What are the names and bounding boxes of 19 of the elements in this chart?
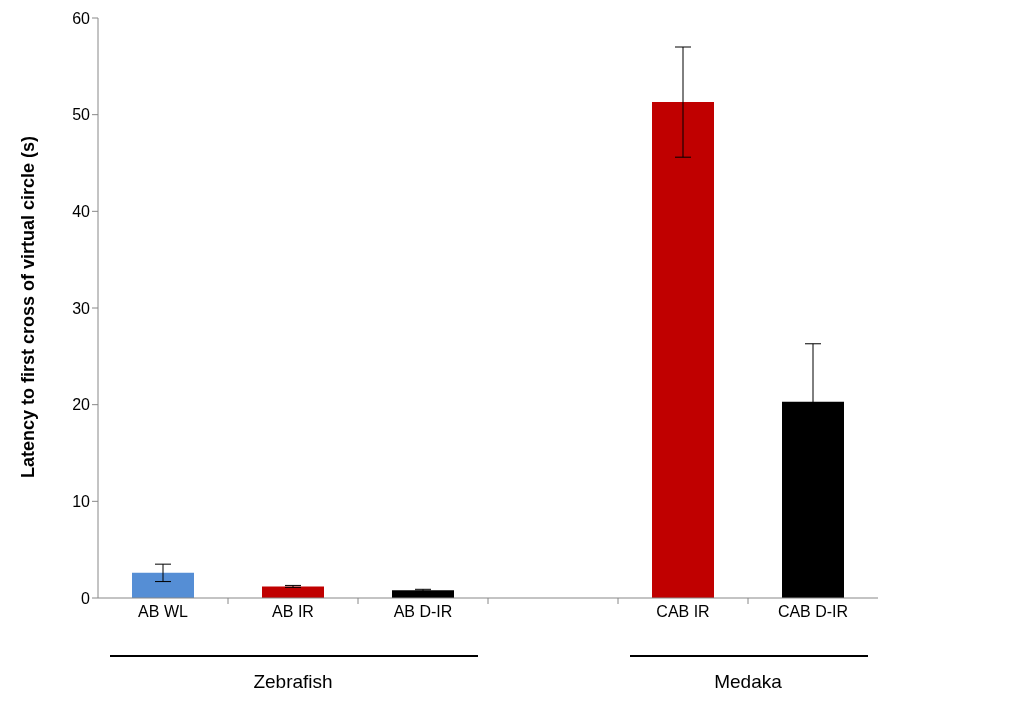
x-tick-label: CAB IR bbox=[656, 603, 710, 621]
bar bbox=[132, 572, 194, 598]
y-tick-label: 50 bbox=[72, 106, 91, 124]
y-tick-label: 10 bbox=[72, 493, 91, 511]
bar bbox=[652, 102, 714, 598]
x-tick-label: AB WL bbox=[138, 603, 188, 621]
bar bbox=[262, 586, 324, 598]
text: Zebrafish bbox=[253, 671, 333, 692]
y-tick-label: 40 bbox=[72, 203, 91, 221]
text: Medaka bbox=[714, 671, 783, 692]
y-tick-label: 0 bbox=[81, 589, 91, 607]
x-tick-label: AB D-IR bbox=[393, 603, 453, 621]
y-tick-label: 30 bbox=[72, 299, 91, 317]
x-tick-label: AB IR bbox=[272, 603, 314, 621]
x-tick-label: CAB D-IR bbox=[777, 603, 849, 621]
bar bbox=[392, 590, 454, 598]
y-axis-title: Latency to first cross of virtual circle (s) bbox=[18, 135, 39, 478]
y-tick-label: 20 bbox=[72, 396, 91, 414]
y-tick-label: 60 bbox=[72, 9, 91, 27]
